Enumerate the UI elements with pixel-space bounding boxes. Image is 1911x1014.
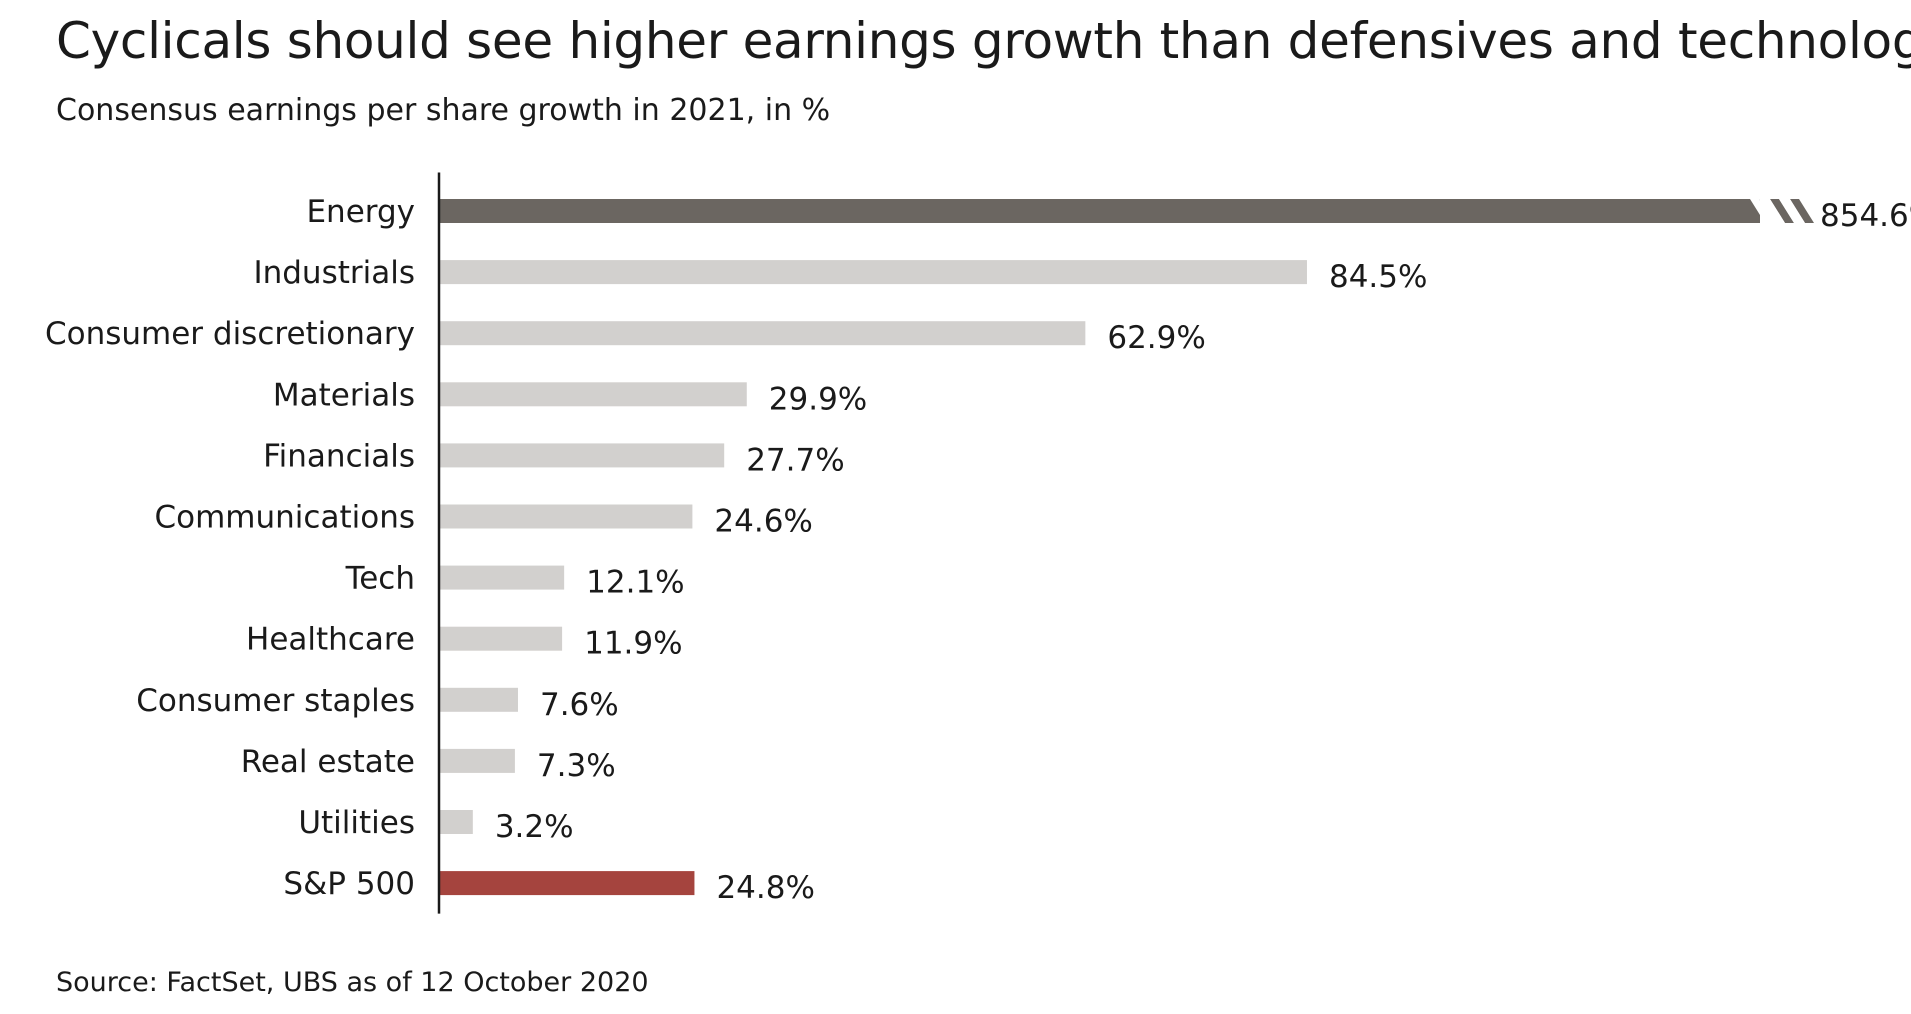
category-label-materials: Materials — [273, 377, 415, 413]
value-label-utilities: 3.2% — [495, 809, 574, 845]
bar-materials — [440, 382, 747, 407]
category-label-communications: Communications — [155, 500, 416, 536]
category-label-tech: Tech — [345, 561, 415, 597]
chart-title: Cyclicals should see higher earnings gro… — [56, 12, 1911, 70]
category-label-energy: Energy — [306, 194, 415, 230]
value-label-real-estate: 7.3% — [537, 748, 616, 784]
bar-tech — [440, 565, 565, 590]
bar-energy — [440, 199, 1760, 223]
axis-break-mark — [1770, 199, 1794, 223]
value-label-tech: 12.1% — [586, 565, 684, 601]
value-label-communications: 24.6% — [714, 504, 812, 540]
category-label-sandp-500: S&P 500 — [283, 866, 415, 902]
value-label-materials: 29.9% — [769, 381, 867, 417]
bar-consumer-discretionary — [440, 321, 1086, 346]
category-label-consumer-discretionary: Consumer discretionary — [45, 316, 415, 352]
value-label-healthcare: 11.9% — [584, 626, 682, 662]
bar-financials — [440, 443, 725, 468]
value-label-consumer-staples: 7.6% — [540, 687, 619, 723]
chart-subtitle: Consensus earnings per share growth in 2… — [56, 93, 831, 128]
category-label-healthcare: Healthcare — [246, 622, 415, 658]
category-label-industrials: Industrials — [253, 255, 415, 291]
axis-break-gap — [1779, 199, 1805, 223]
category-label-financials: Financials — [263, 438, 415, 474]
value-label-consumer-discretionary: 62.9% — [1107, 320, 1205, 356]
bar-real-estate — [440, 748, 515, 773]
bar-industrials — [440, 260, 1307, 285]
bar-utilities — [440, 810, 473, 834]
source-note: Source: FactSet, UBS as of 12 October 20… — [56, 967, 649, 998]
value-label-energy: 854.6% — [1820, 198, 1911, 234]
bar-communications — [440, 504, 693, 529]
category-label-consumer-staples: Consumer staples — [136, 683, 415, 719]
bar-consumer-staples — [440, 687, 518, 712]
bar-sandp-500 — [440, 871, 695, 896]
value-label-industrials: 84.5% — [1329, 259, 1427, 295]
category-label-utilities: Utilities — [298, 805, 415, 841]
axis-break-mark — [1790, 199, 1814, 223]
axis-break-gap — [1759, 199, 1785, 223]
axis-break-mark — [1750, 199, 1774, 223]
value-label-financials: 27.7% — [746, 442, 844, 478]
bar-healthcare — [440, 626, 563, 651]
value-label-sandp-500: 24.8% — [716, 870, 814, 906]
category-label-real-estate: Real estate — [241, 744, 415, 780]
